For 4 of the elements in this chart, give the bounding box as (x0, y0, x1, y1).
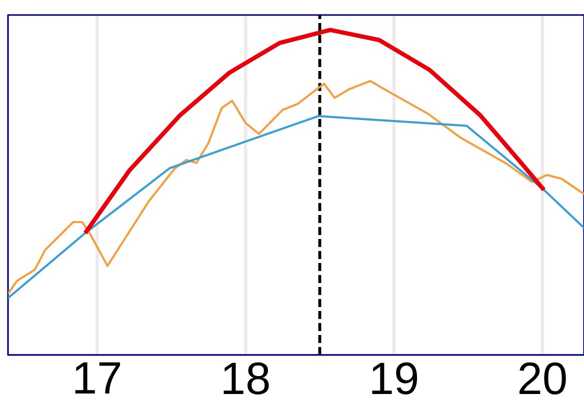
x-tick-label: 19 (372, 362, 418, 394)
x-tick-label: 20 (520, 362, 566, 394)
x-tick-label: 18 (224, 362, 269, 394)
x-tick-label: 17 (75, 362, 120, 394)
